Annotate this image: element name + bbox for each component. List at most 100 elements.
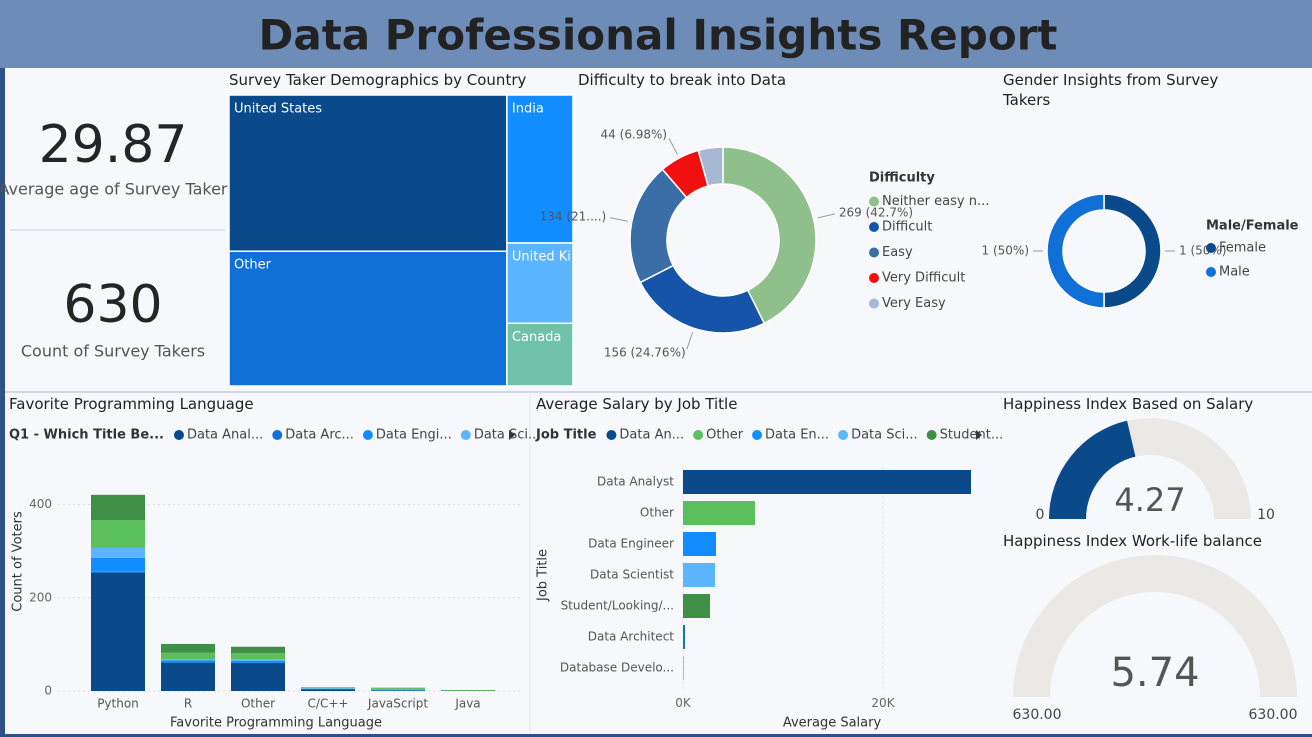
x-axis-title: Favorite Programming Language	[170, 716, 382, 731]
gauge-track	[1013, 555, 1297, 697]
x-tick-label: C/C++	[308, 697, 349, 711]
gauge-fill	[1049, 420, 1136, 519]
legend-marker	[869, 273, 879, 283]
legend-title: Male/Female	[1206, 219, 1299, 234]
legend-title: Job Title	[535, 428, 597, 443]
bar	[683, 470, 971, 494]
x-tick-label: Python	[97, 697, 139, 711]
chart-title-box: Happiness Index Based on Salary	[1003, 395, 1253, 413]
gauge-value: 4.27	[1114, 481, 1185, 519]
bar-segment	[371, 688, 425, 690]
y-axis-title: Job Title	[536, 549, 551, 602]
bar-segment	[91, 494, 145, 520]
legend-label: Neither easy n...	[882, 194, 989, 209]
bar-segment	[91, 571, 145, 573]
legend-label: Very Easy	[882, 296, 946, 311]
legend-scroll-arrow[interactable]	[509, 430, 515, 440]
chart-title-box: Happiness Index Work-life balance	[1003, 532, 1262, 550]
bar-segment	[161, 652, 215, 660]
treemap-label: Other	[234, 258, 272, 273]
bar-segment	[161, 662, 215, 691]
legend-label: Male	[1219, 265, 1250, 280]
kpi-value: 29.87	[39, 115, 188, 175]
legend-marker	[1206, 267, 1216, 277]
chart-title-box: Survey Taker Demographics by Country	[229, 71, 527, 89]
gauge-value: 5.74	[1110, 650, 1199, 696]
chart-title-box: Average Salary by Job Title	[536, 395, 738, 413]
bar-segment	[231, 646, 285, 654]
bar	[683, 656, 684, 680]
treemap-label: United States	[234, 102, 322, 117]
leader-line	[610, 217, 628, 222]
y-tick-label: 400	[29, 497, 52, 511]
legend-title: Difficulty	[869, 171, 935, 186]
bar	[683, 501, 755, 525]
legend-marker	[869, 247, 879, 258]
y-tick-label: Student/Looking/...	[561, 599, 674, 613]
legend-scroll-arrow[interactable]	[976, 430, 982, 440]
x-tick-label: R	[184, 697, 192, 711]
legend-marker	[869, 196, 879, 207]
chart-title-box: Difficulty to break into Data	[578, 71, 786, 89]
chart-title-box: Favorite Programming Language	[9, 395, 254, 413]
y-tick-label: Other	[640, 506, 674, 520]
x-axis-title: Average Salary	[783, 716, 882, 731]
gauge-max: 630.00	[1249, 707, 1298, 723]
bar-segment	[301, 689, 355, 691]
bar	[683, 563, 715, 587]
legend-label: Very Difficult	[882, 271, 965, 286]
chart-title: Happiness Index Work-life balance	[1003, 532, 1262, 550]
donut-slice	[722, 146, 817, 325]
bar-segment	[231, 653, 285, 660]
chart-title: Gender Insights from Survey Takers	[1003, 71, 1219, 109]
bar	[683, 594, 710, 618]
chart-title: Average Salary by Job Title	[536, 395, 738, 413]
bar-segment	[161, 643, 215, 653]
legend-label: Data En...	[765, 428, 829, 443]
legend-label: Easy	[882, 245, 913, 260]
legend-label: Other	[706, 428, 744, 443]
bar	[683, 625, 685, 649]
legend-label: Data Sci...	[851, 428, 918, 443]
treemap-cell	[506, 322, 574, 387]
legend-marker	[869, 222, 879, 232]
leader-line	[668, 138, 678, 155]
x-tick-label: Java	[454, 697, 480, 711]
y-tick-label: Data Engineer	[588, 537, 674, 551]
legend-label: Difficult	[882, 220, 932, 235]
data-label: 1 (50%)	[982, 244, 1029, 258]
bar-segment	[161, 660, 215, 663]
y-tick-label: Data Architect	[588, 630, 675, 644]
legend-label: Student...	[940, 428, 1004, 443]
bar-segment	[91, 572, 145, 691]
legend-label: Data Arc...	[285, 428, 354, 443]
chart-title: Survey Taker Demographics by Country	[229, 71, 527, 89]
bar-segment	[91, 547, 145, 558]
legend-label: Data Anal...	[187, 428, 263, 443]
bar	[683, 532, 716, 556]
leader-line	[686, 331, 694, 350]
bar-segment	[91, 519, 145, 548]
donut-slice	[697, 146, 724, 187]
bar-segment	[231, 663, 285, 691]
bar-segment	[231, 659, 285, 661]
legend-marker	[460, 430, 471, 440]
treemap-cell	[228, 94, 508, 252]
x-tick-label: Other	[241, 697, 275, 711]
legend-label: Female	[1219, 241, 1266, 256]
gauge-max: 10	[1257, 507, 1275, 523]
legend-marker	[1206, 243, 1216, 253]
treemap-cell	[506, 242, 574, 325]
treemap-label: Canada	[512, 330, 561, 345]
bar-segment	[91, 557, 145, 572]
legend-marker	[752, 430, 763, 440]
y-tick-label: Database Develo...	[560, 661, 674, 675]
treemap-cell	[506, 94, 574, 244]
legend-label: Data Engi...	[376, 428, 452, 443]
data-label: 156 (24.76%)	[604, 345, 686, 359]
legend-marker	[173, 430, 184, 440]
legend-title: Q1 - Which Title Be...	[9, 428, 164, 443]
kpi-label: Average age of Survey Taker	[0, 180, 228, 199]
header-band	[0, 0, 1312, 68]
